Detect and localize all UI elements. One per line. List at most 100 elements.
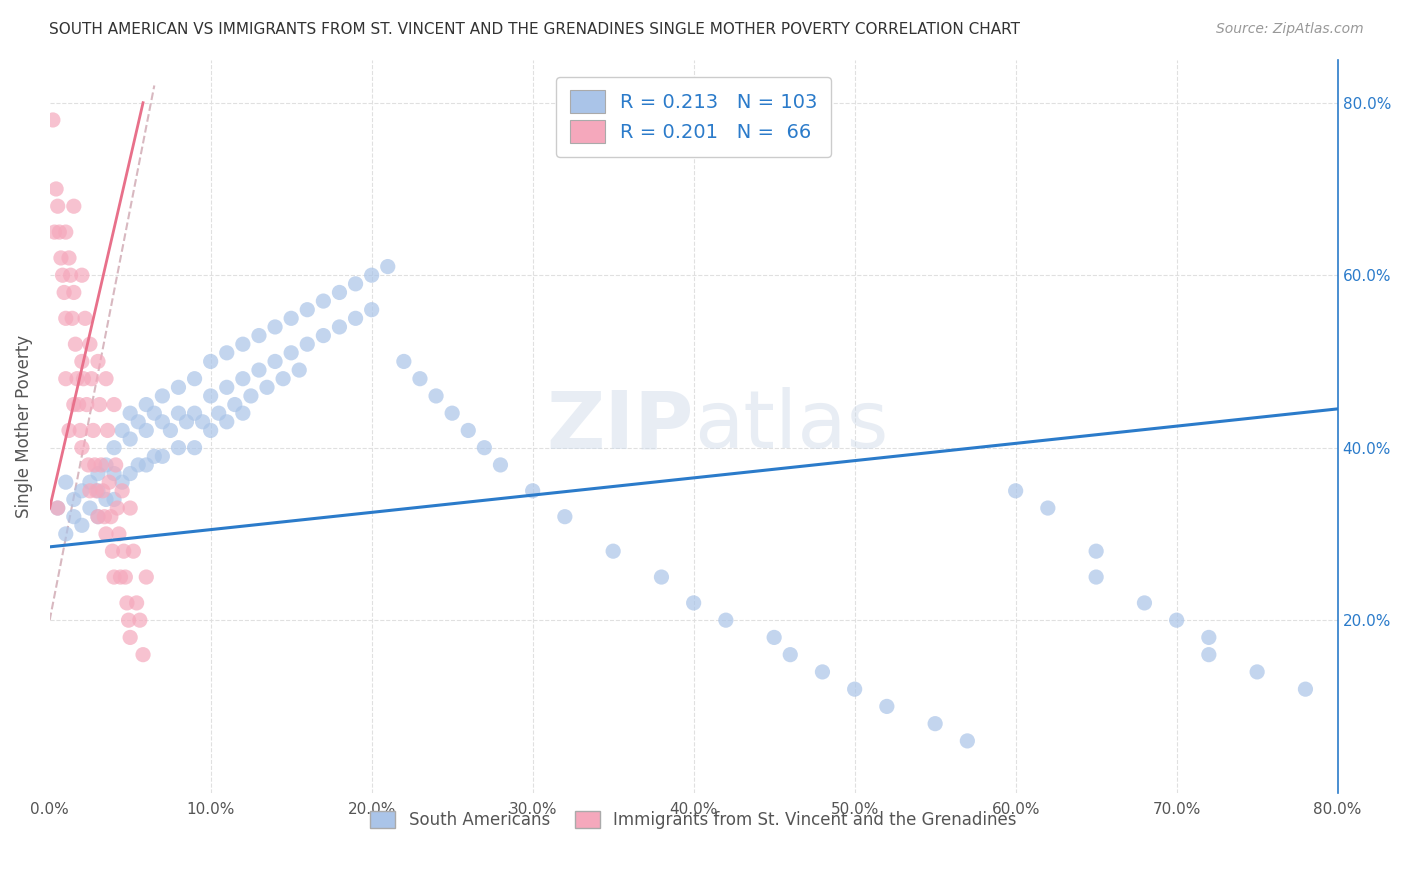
Text: SOUTH AMERICAN VS IMMIGRANTS FROM ST. VINCENT AND THE GRENADINES SINGLE MOTHER P: SOUTH AMERICAN VS IMMIGRANTS FROM ST. VI… (49, 22, 1021, 37)
Point (554, 509, 576, 524)
Point (87, 509, 110, 524)
Point (70, 354, 93, 368)
Point (811, 665, 834, 679)
Point (409, 372, 432, 386)
Point (79, 501, 101, 516)
Point (763, 631, 786, 645)
Text: atlas: atlas (693, 387, 889, 465)
Point (93, 509, 115, 524)
Point (135, 570, 157, 584)
Point (288, 363, 311, 377)
Point (200, 424, 222, 438)
Point (48, 225, 70, 239)
Point (103, 441, 125, 455)
Point (143, 450, 166, 464)
Point (143, 406, 166, 420)
Point (111, 424, 134, 438)
Point (215, 346, 238, 360)
Point (79, 475, 101, 490)
Point (457, 424, 479, 438)
Point (83, 458, 105, 472)
Point (232, 337, 254, 351)
Point (150, 415, 173, 429)
Point (183, 406, 205, 420)
Point (114, 570, 136, 584)
Point (232, 372, 254, 386)
Point (87, 467, 110, 481)
Point (650, 570, 672, 584)
Point (98, 475, 121, 490)
Point (425, 389, 447, 403)
Point (63, 285, 86, 300)
Point (1246, 665, 1268, 679)
Point (110, 570, 132, 584)
Text: ZIP: ZIP (547, 387, 693, 465)
Point (63, 199, 86, 213)
Point (91, 483, 114, 498)
Point (224, 398, 246, 412)
Point (120, 406, 142, 420)
Legend: South Americans, Immigrants from St. Vincent and the Grenadines: South Americans, Immigrants from St. Vin… (364, 804, 1024, 836)
Point (101, 544, 124, 558)
Point (94, 458, 117, 472)
Point (49, 251, 72, 265)
Point (63, 509, 86, 524)
Point (87, 483, 110, 498)
Point (150, 450, 173, 464)
Text: Source: ZipAtlas.com: Source: ZipAtlas.com (1216, 22, 1364, 37)
Point (120, 432, 142, 446)
Point (239, 389, 262, 403)
Point (122, 544, 145, 558)
Point (135, 424, 157, 438)
Point (924, 716, 946, 731)
Point (200, 389, 222, 403)
Point (247, 328, 270, 343)
Point (100, 509, 122, 524)
Point (714, 613, 737, 627)
Point (58, 251, 80, 265)
Point (297, 302, 319, 317)
Point (280, 346, 302, 360)
Point (115, 596, 138, 610)
Point (103, 398, 125, 412)
Point (876, 699, 898, 714)
Point (65, 337, 87, 351)
Point (200, 354, 222, 368)
Point (135, 458, 157, 472)
Point (682, 596, 704, 610)
Point (79, 483, 101, 498)
Point (42, 112, 65, 127)
Point (127, 415, 149, 429)
Point (392, 354, 415, 368)
Point (264, 320, 287, 334)
Point (55, 475, 77, 490)
Y-axis label: Single Mother Poverty: Single Mother Poverty (15, 334, 32, 517)
Point (63, 398, 86, 412)
Point (377, 260, 399, 274)
Point (82, 424, 104, 438)
Point (1133, 596, 1156, 610)
Point (135, 398, 157, 412)
Point (94, 372, 117, 386)
Point (183, 441, 205, 455)
Point (1166, 613, 1188, 627)
Point (94, 527, 117, 541)
Point (59, 268, 82, 283)
Point (232, 406, 254, 420)
Point (297, 337, 319, 351)
Point (103, 492, 125, 507)
Point (103, 467, 125, 481)
Point (87, 509, 110, 524)
Point (69, 424, 91, 438)
Point (103, 570, 125, 584)
Point (70, 483, 93, 498)
Point (208, 406, 231, 420)
Point (280, 311, 302, 326)
Point (247, 363, 270, 377)
Point (70, 441, 93, 455)
Point (215, 415, 238, 429)
Point (97, 424, 120, 438)
Point (104, 458, 127, 472)
Point (159, 424, 181, 438)
Point (191, 415, 214, 429)
